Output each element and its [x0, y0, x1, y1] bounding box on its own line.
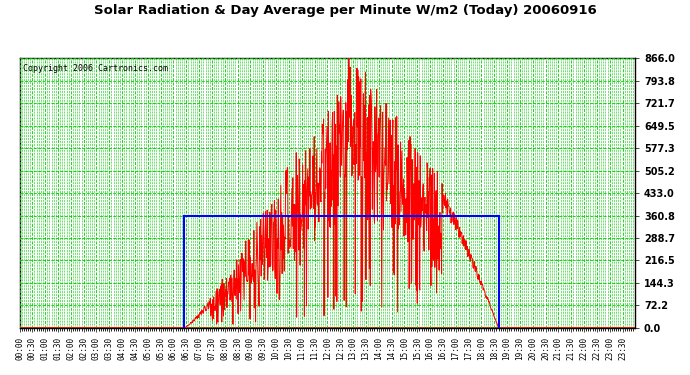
Text: Solar Radiation & Day Average per Minute W/m2 (Today) 20060916: Solar Radiation & Day Average per Minute… [94, 4, 596, 17]
Text: Copyright 2006 Cartronics.com: Copyright 2006 Cartronics.com [23, 64, 168, 73]
